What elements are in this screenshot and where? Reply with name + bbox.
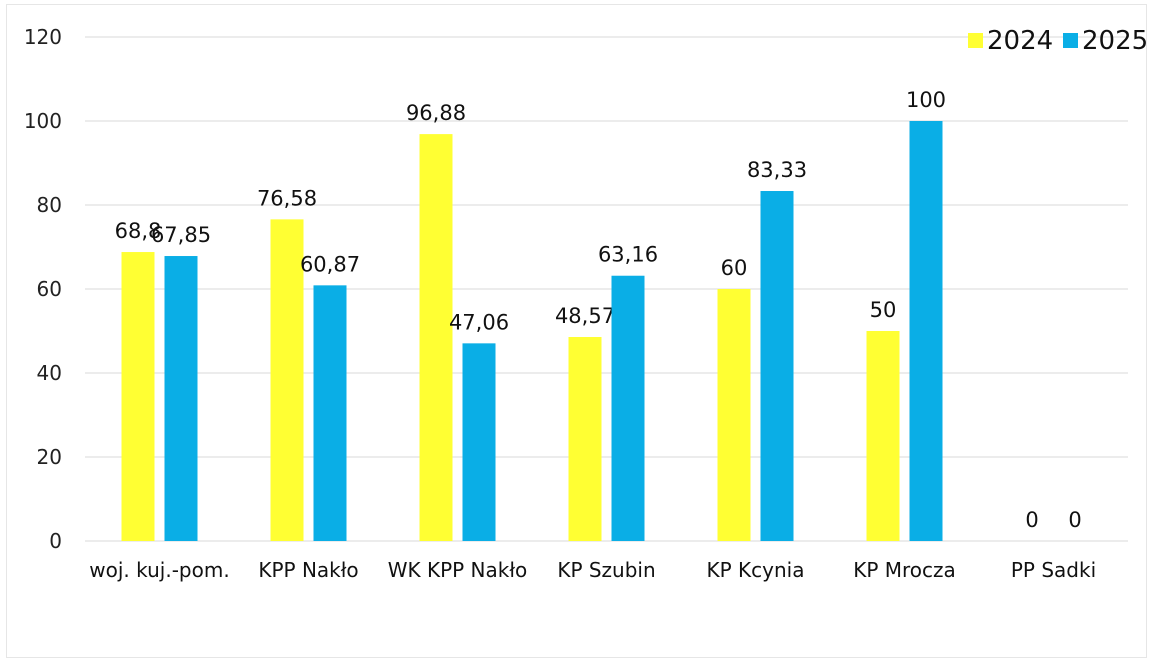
data-label-2025-4: 63,16 (598, 243, 658, 267)
data-label-2024-5: 60 (721, 256, 748, 280)
y-tick-label: 40 (37, 361, 62, 385)
x-tick-label: KP Szubin (557, 558, 655, 582)
data-label-2025-7: 0 (1068, 508, 1081, 532)
x-tick-label: KP Mrocza (853, 558, 956, 582)
y-tick-label: 100 (24, 109, 62, 133)
data-label-2024-4: 48,57 (555, 304, 615, 328)
x-tick-label: KP Kcynia (707, 558, 805, 582)
bar-2025-4 (611, 275, 645, 541)
x-tick-label: WK KPP Nakło (388, 558, 528, 582)
data-label-2024-6: 50 (870, 298, 897, 322)
data-label-2024-7: 0 (1025, 508, 1038, 532)
bar-2024-3 (419, 134, 453, 541)
data-label-2025-6: 100 (906, 88, 946, 112)
data-label-2025-2: 60,87 (300, 252, 360, 276)
bar-2025-1 (164, 256, 198, 541)
data-label-2025-5: 83,33 (747, 158, 807, 182)
bar-2024-4 (568, 337, 602, 541)
bar-2024-1 (121, 252, 155, 542)
x-tick-label: PP Sadki (1011, 558, 1096, 582)
data-label-2025-3: 47,06 (449, 310, 509, 334)
x-tick-label: KPP Nakło (258, 558, 358, 582)
y-tick-label: 0 (49, 529, 62, 553)
legend-label-2025: 2025 (1082, 26, 1148, 56)
bar-2025-2 (313, 285, 347, 541)
y-tick-label: 120 (24, 25, 62, 49)
y-tick-label: 20 (37, 445, 62, 469)
y-tick-label: 60 (37, 277, 62, 301)
bar-2024-5 (717, 289, 751, 541)
bar-2024-2 (270, 219, 304, 541)
legend-swatch-2024 (968, 33, 983, 48)
bar-2025-6 (909, 121, 943, 541)
data-label-2024-2: 76,58 (257, 186, 317, 210)
legend-swatch-2025 (1063, 33, 1078, 48)
data-label-2024-3: 96,88 (406, 101, 466, 125)
bar-2024-6 (866, 331, 900, 541)
bar-2025-5 (760, 191, 794, 541)
data-label-2025-1: 67,85 (151, 223, 211, 247)
x-tick-label: woj. kuj.-pom. (89, 558, 229, 582)
y-tick-label: 80 (37, 193, 62, 217)
legend-label-2024: 2024 (987, 26, 1053, 56)
data-label-2024-1: 68,8 (115, 219, 162, 243)
bar-2025-3 (462, 343, 496, 541)
